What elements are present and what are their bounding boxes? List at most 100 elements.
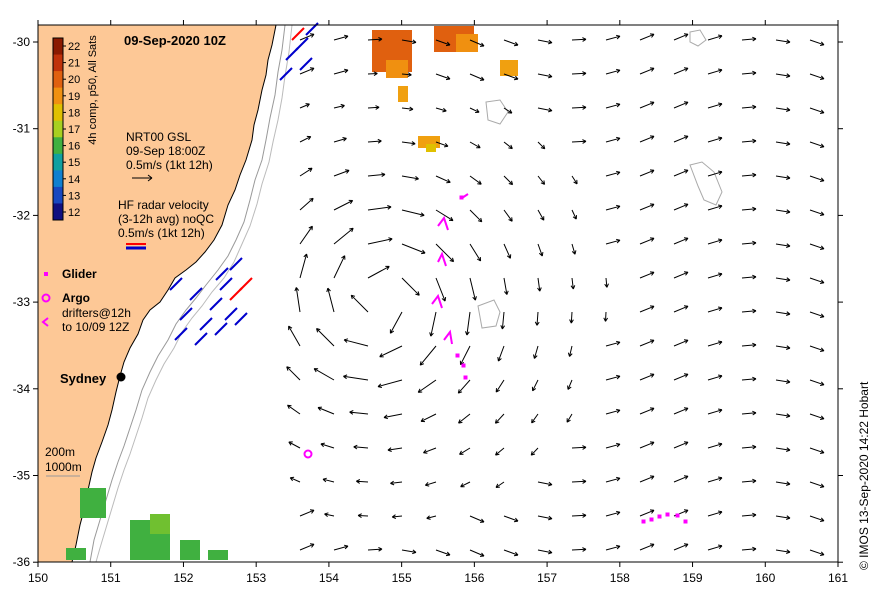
lon-tick-label: 154 — [319, 571, 339, 585]
current-vector — [497, 345, 505, 362]
current-vector — [639, 305, 655, 313]
colorbar-tick-label: 16 — [68, 141, 80, 153]
current-vector — [401, 106, 414, 112]
current-vector — [299, 543, 315, 551]
current-vector — [435, 175, 451, 184]
colorbar-swatch — [53, 120, 63, 138]
current-vector — [673, 33, 689, 41]
current-vector — [741, 308, 757, 314]
current-vector — [313, 368, 335, 381]
current-vector — [401, 243, 426, 255]
current-vector — [294, 287, 301, 313]
lon-tick-label: 150 — [28, 571, 48, 585]
current-vector — [673, 169, 689, 177]
lon-tick-label: 161 — [828, 571, 848, 585]
hf-radar-vector — [174, 327, 188, 341]
current-vector — [673, 203, 689, 211]
current-vector — [367, 546, 383, 552]
current-vector — [605, 170, 621, 177]
current-vector — [673, 305, 689, 313]
sst-patches — [66, 26, 518, 560]
current-vector — [741, 138, 757, 144]
colorbar-tick-label: 18 — [68, 107, 80, 119]
current-vector — [333, 255, 346, 279]
current-vector — [639, 101, 655, 109]
current-vector — [367, 105, 380, 110]
current-vector — [503, 277, 509, 295]
current-vector — [401, 39, 417, 45]
current-vector — [707, 544, 723, 551]
current-vector — [435, 141, 449, 148]
current-vector — [571, 105, 587, 110]
current-vector — [333, 137, 347, 143]
sydney-marker — [116, 372, 126, 382]
current-vector — [287, 404, 301, 415]
current-vector — [707, 170, 723, 177]
colorbar-swatch — [53, 71, 63, 89]
current-vector — [809, 481, 825, 488]
current-vector — [775, 515, 791, 520]
current-vector — [458, 413, 471, 424]
current-vector — [741, 342, 757, 348]
current-vector — [741, 36, 757, 42]
current-vector — [534, 311, 540, 326]
colorbar-swatch — [53, 54, 63, 72]
current-vector — [775, 481, 791, 486]
current-vector — [571, 71, 587, 76]
current-vector — [419, 345, 437, 366]
map-title: 09-Sep-2020 10Z — [124, 33, 226, 48]
current-vector — [333, 199, 354, 211]
current-vector — [741, 376, 757, 382]
current-vector — [707, 408, 723, 415]
current-vector — [566, 413, 573, 423]
hf-radar-vector — [219, 277, 233, 291]
current-vector — [673, 135, 689, 143]
current-vector — [605, 204, 621, 211]
lon-tick-label: 155 — [392, 571, 412, 585]
current-vector — [333, 169, 350, 177]
current-vector — [401, 549, 417, 555]
current-vector — [707, 238, 723, 245]
current-vector — [299, 33, 315, 41]
current-vector — [469, 175, 482, 185]
drifters-label-1: drifters@12h — [62, 306, 131, 320]
nrt-title: NRT00 GSL — [126, 130, 191, 144]
current-vector — [286, 366, 301, 381]
current-vector — [379, 345, 403, 358]
current-vector — [503, 39, 519, 47]
current-vector — [343, 338, 369, 347]
current-vector — [401, 72, 412, 77]
current-vector — [775, 107, 791, 112]
current-vector — [367, 71, 378, 77]
colorbar-tick-label: 15 — [68, 157, 80, 169]
current-vector — [639, 339, 655, 347]
current-vector — [423, 447, 437, 454]
island-outline — [485, 99, 509, 125]
map-axes: 150 151 152 153 154 155 156 157 158 159 160 161 -30 -… — [13, 20, 848, 585]
current-vector — [537, 39, 553, 45]
current-vector — [333, 227, 354, 245]
current-vector — [469, 107, 480, 113]
current-vector — [639, 135, 655, 143]
current-vector — [639, 441, 655, 449]
hf-scale: 0.5m/s (1kt 12h) — [118, 226, 205, 240]
current-vector — [469, 39, 485, 47]
current-vector — [469, 515, 485, 523]
current-vector — [435, 209, 454, 222]
current-vector — [775, 311, 791, 316]
current-vector — [775, 209, 791, 214]
hf-radar-vector — [299, 57, 313, 71]
lon-tick-label: 159 — [683, 571, 703, 585]
current-vector — [383, 413, 403, 420]
current-vector — [639, 543, 655, 551]
hf-title: HF radar velocity — [118, 198, 209, 212]
land-australia — [37, 24, 277, 563]
current-vector — [469, 209, 483, 223]
current-vector — [707, 476, 723, 483]
hf-radar-vector — [215, 267, 229, 281]
current-vector — [809, 447, 825, 454]
colorbar-swatch — [53, 104, 63, 122]
current-vector — [320, 442, 335, 449]
current-vector — [537, 141, 546, 150]
